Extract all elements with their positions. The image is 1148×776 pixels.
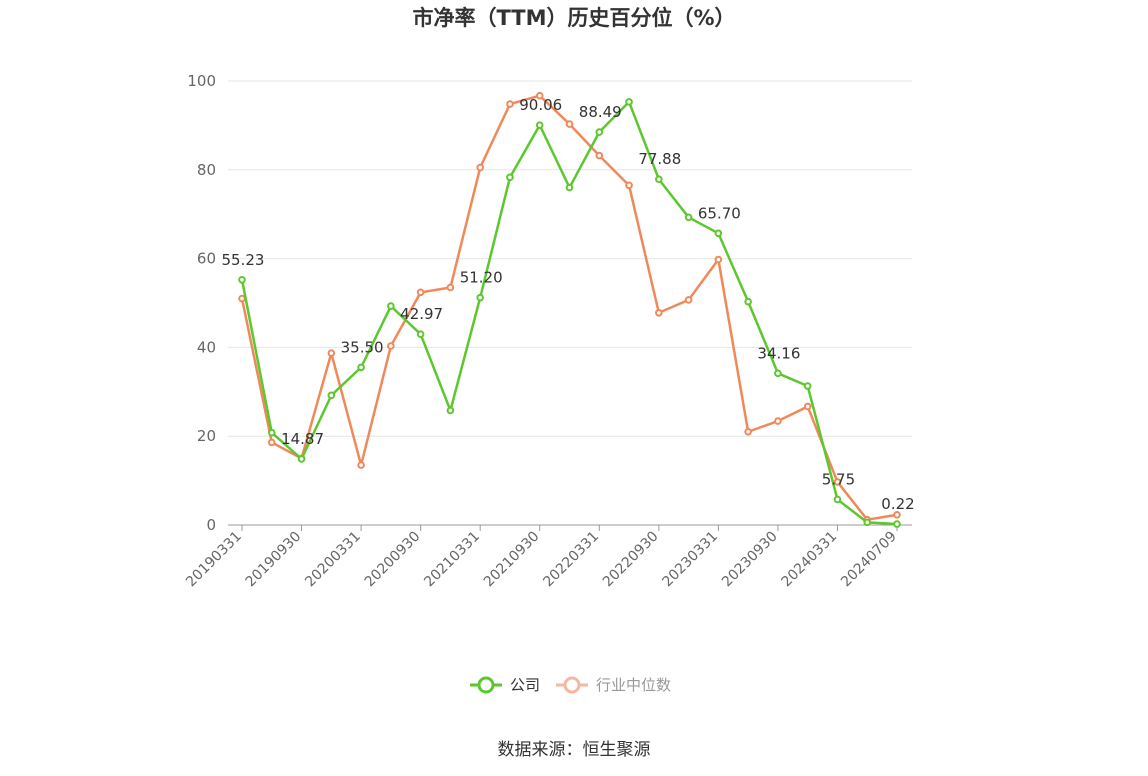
legend-item-company[interactable]: 公司 [470, 676, 540, 694]
source-note: 数据来源：恒生聚源 [498, 740, 651, 760]
x-axis: 2019033120190930202003312020093020210331… [183, 524, 912, 591]
chart-title: 市净率（TTM）历史百分位（%） [412, 6, 735, 30]
data-point [833, 478, 842, 486]
data-point [744, 297, 752, 306]
data-point [327, 391, 336, 400]
data-point [416, 288, 425, 297]
series-layer [238, 91, 901, 528]
data-point [744, 427, 752, 436]
legend-label: 公司 [510, 676, 540, 694]
data-point [655, 175, 663, 184]
data-point [387, 342, 395, 350]
data-point [267, 428, 276, 437]
data-point [238, 294, 246, 303]
x-tick-label: 20200930 [362, 529, 424, 591]
series-line [240, 94, 898, 521]
data-point [893, 510, 901, 519]
data-label: 77.88 [638, 150, 681, 168]
data-point [416, 330, 425, 339]
x-tick-label: 20210930 [481, 529, 543, 591]
legend-item-industry-median[interactable]: 行业中位数 [556, 676, 671, 694]
data-label: 51.20 [460, 269, 503, 287]
data-point [833, 495, 842, 504]
data-point [774, 417, 782, 425]
y-tick-label: 80 [197, 161, 216, 179]
x-tick-label: 20220930 [600, 529, 662, 591]
x-tick-label: 20210331 [421, 529, 483, 591]
x-tick-label: 20220331 [540, 529, 602, 591]
x-tick-label: 20190331 [183, 529, 245, 591]
data-point [565, 183, 574, 192]
data-point [684, 213, 693, 222]
data-point [595, 128, 604, 136]
data-label: 42.97 [400, 305, 443, 323]
legend: 公司 行业中位数 [470, 676, 671, 694]
data-point [625, 98, 633, 106]
data-point [565, 120, 574, 128]
grid [228, 80, 912, 437]
y-tick-label: 40 [197, 338, 216, 356]
data-label: 35.50 [341, 338, 384, 356]
data-point [446, 406, 455, 415]
y-tick-label: 100 [187, 72, 216, 90]
y-tick-label: 0 [206, 516, 216, 534]
data-point [476, 293, 484, 302]
data-point [893, 520, 901, 528]
data-label: 55.23 [222, 251, 265, 269]
data-label: 0.22 [881, 495, 914, 513]
data-point [446, 283, 455, 292]
data-point [297, 455, 306, 463]
data-point [625, 181, 633, 190]
data-point [714, 255, 723, 264]
data-point [535, 121, 544, 129]
series-line [240, 100, 898, 526]
data-point [506, 173, 514, 182]
data-labels: 55.23 14.87 35.50 42.97 51.20 90.06 88.49 77.88… [222, 96, 915, 513]
x-tick-label: 20190930 [243, 529, 305, 591]
data-point [506, 100, 514, 108]
legend-marker [477, 676, 495, 694]
data-point [684, 296, 693, 304]
data-point [595, 151, 604, 160]
x-tick-label: 20200331 [302, 529, 364, 591]
legend-marker [563, 676, 581, 694]
y-axis: 0 20 40 60 80 100 [187, 72, 216, 534]
data-point [803, 402, 812, 411]
data-point [774, 369, 782, 378]
data-point [476, 163, 484, 172]
data-point [655, 308, 663, 317]
data-point [535, 91, 544, 100]
x-tick-label: 20230930 [719, 529, 781, 591]
data-point [387, 302, 395, 310]
data-point [327, 349, 336, 357]
data-point [803, 382, 812, 390]
data-label: 88.49 [579, 103, 622, 121]
data-point [357, 461, 365, 469]
data-label: 65.70 [698, 204, 741, 222]
data-point [357, 363, 365, 372]
data-label: 90.06 [519, 96, 562, 114]
data-point [863, 518, 872, 527]
series-company [238, 98, 901, 528]
x-tick-label: 20240331 [779, 529, 841, 591]
data-label: 34.16 [757, 344, 800, 362]
y-tick-label: 20 [197, 427, 216, 445]
x-tick-label: 20240709 [838, 529, 900, 591]
x-tick-label: 20230331 [659, 529, 721, 591]
data-label: 14.87 [281, 430, 324, 448]
legend-label: 行业中位数 [596, 676, 671, 694]
data-point [714, 229, 723, 238]
y-tick-label: 60 [197, 250, 216, 268]
data-point [267, 438, 276, 447]
data-point [238, 275, 246, 284]
data-label: 5.75 [822, 470, 855, 488]
series-industry-median [238, 91, 901, 524]
